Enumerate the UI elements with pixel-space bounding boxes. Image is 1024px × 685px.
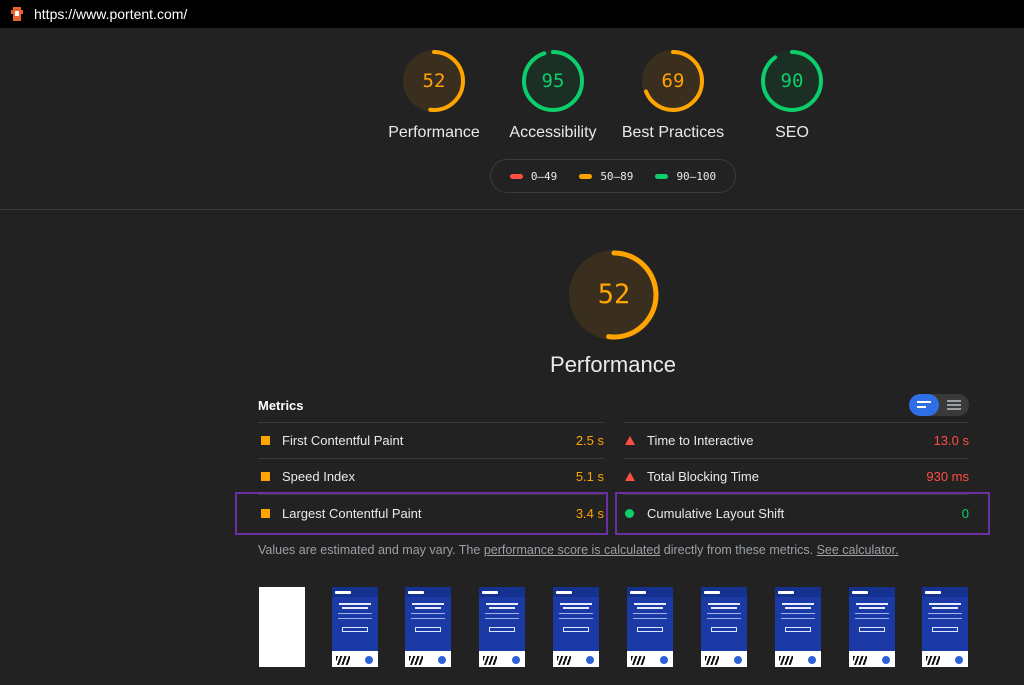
filmstrip-frame: [775, 587, 821, 667]
legend-label: 50–89: [600, 169, 634, 183]
gauge-ring: 90: [759, 48, 825, 114]
performance-score: 52: [597, 279, 631, 310]
filmstrip-frame: [553, 587, 599, 667]
metrics-note: Values are estimated and may vary. The p…: [258, 543, 899, 557]
score-scale-legend: 0–49 50–89 90–100: [490, 159, 736, 193]
filmstrip-frame: [922, 587, 968, 667]
note-text: directly from these metrics.: [660, 543, 817, 557]
legend-item-fail: 0–49: [509, 169, 558, 183]
filmstrip-frame: [405, 587, 451, 667]
gauge-label: Best Practices: [621, 124, 725, 141]
highlight-box: [235, 492, 608, 535]
average-square-icon: [261, 471, 270, 481]
metrics-rule: [258, 494, 604, 495]
filmstrip-frame: [627, 587, 673, 667]
portent-favicon-icon: [6, 3, 28, 25]
average-swatch-icon: [579, 173, 593, 179]
fail-swatch-icon: [509, 173, 523, 179]
filmstrip-frame: [332, 587, 378, 667]
gauge-ring: 95: [520, 48, 586, 114]
address-bar: https://www.portent.com/: [0, 0, 1024, 28]
category-gauge-best-practices[interactable]: 69 Best Practices: [613, 48, 733, 142]
legend-item-average: 50–89: [579, 170, 633, 183]
metric-time-to-interactive: Time to Interactive 13.0 s: [623, 422, 969, 458]
metric-value: 3.4 s: [575, 505, 604, 521]
performance-title: Performance: [550, 352, 676, 377]
metrics-rule: [623, 494, 969, 495]
gauge-label: Accessibility: [509, 124, 597, 141]
category-gauge-performance[interactable]: 52 Performance: [374, 48, 494, 142]
metrics-rule: [258, 422, 604, 423]
gauge-score: 69: [661, 70, 685, 92]
metric-first-contentful-paint: First Contentful Paint 2.5 s: [258, 422, 604, 458]
gauge-label: Performance: [388, 124, 480, 141]
metric-name: Cumulative Layout Shift: [647, 505, 785, 521]
metric-name: Speed Index: [282, 468, 356, 484]
category-gauge-seo[interactable]: 90 SEO: [732, 48, 852, 142]
metric-name: Time to Interactive: [647, 432, 754, 448]
metric-value: 930 ms: [926, 468, 969, 484]
page-url[interactable]: https://www.portent.com/: [34, 6, 188, 22]
category-gauge-accessibility[interactable]: 95 Accessibility: [493, 48, 613, 142]
metric-total-blocking-time: Total Blocking Time 930 ms: [623, 458, 969, 494]
metric-name: First Contentful Paint: [282, 432, 404, 448]
gauge-ring: 52: [401, 48, 467, 114]
metrics-rule: [623, 422, 969, 423]
filmstrip-frame: [701, 587, 747, 667]
pass-circle-icon: [625, 508, 634, 518]
filmstrip-frame: [259, 587, 305, 667]
performance-score-link[interactable]: performance score is calculated: [483, 543, 661, 557]
metrics-rule: [258, 458, 604, 459]
gauge-score: 90: [780, 70, 804, 92]
metric-name: Largest Contentful Paint: [282, 505, 422, 521]
expanded-view-icon[interactable]: [939, 394, 969, 416]
metrics-rule: [623, 458, 969, 459]
performance-gauge: 52: [567, 248, 661, 342]
pass-swatch-icon: [655, 173, 669, 179]
metric-value: 13.0 s: [933, 432, 969, 448]
see-calculator-link[interactable]: See calculator.: [816, 543, 899, 557]
metric-cumulative-layout-shift: Cumulative Layout Shift 0: [623, 495, 969, 531]
highlight-box: [615, 492, 990, 535]
fail-triangle-icon: [625, 471, 635, 481]
legend-label: 0–49: [530, 169, 558, 183]
metric-speed-index: Speed Index 5.1 s: [258, 458, 604, 494]
metrics-header: Metrics: [258, 398, 304, 413]
metric-value: 5.1 s: [575, 468, 604, 484]
legend-label: 90–100: [676, 169, 717, 183]
average-square-icon: [261, 435, 270, 445]
compact-view-icon[interactable]: [909, 394, 939, 416]
metric-name: Total Blocking Time: [647, 468, 759, 484]
metrics-view-toggle[interactable]: [909, 394, 969, 416]
gauge-score: 95: [541, 70, 565, 92]
average-square-icon: [261, 508, 270, 518]
gauge-label: SEO: [775, 124, 809, 141]
metric-largest-contentful-paint: Largest Contentful Paint 3.4 s: [258, 495, 604, 531]
metric-value: 0: [961, 505, 969, 521]
metric-value: 2.5 s: [575, 432, 604, 448]
filmstrip-frame: [479, 587, 525, 667]
section-divider: [0, 209, 1024, 210]
gauge-score: 52: [422, 70, 446, 92]
fail-triangle-icon: [625, 435, 635, 445]
filmstrip-frame: [849, 587, 895, 667]
legend-item-pass: 90–100: [655, 170, 716, 183]
gauge-ring: 69: [640, 48, 706, 114]
note-text: Values are estimated and may vary. The: [258, 543, 484, 557]
